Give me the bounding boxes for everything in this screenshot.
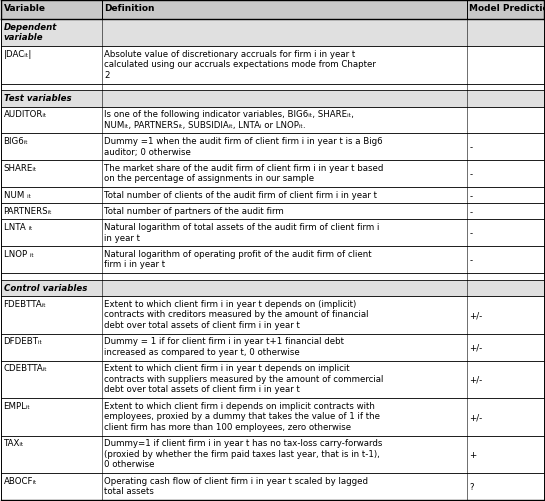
Text: AUDITORᵢₜ: AUDITORᵢₜ bbox=[3, 110, 47, 119]
Text: Operating cash flow of client firm i in year t scaled by lagged
total assets: Operating cash flow of client firm i in … bbox=[104, 476, 368, 495]
Bar bbox=[1, 161, 544, 188]
Text: Absolute value of discretionary accruals for firm i in year t
calculated using o: Absolute value of discretionary accruals… bbox=[104, 50, 376, 80]
Bar bbox=[1, 297, 544, 334]
Text: Dummy = 1 if for client firm i in year t+1 financial debt
increased as compared : Dummy = 1 if for client firm i in year t… bbox=[104, 337, 344, 356]
Text: PARTNERSᵢₜ: PARTNERSᵢₜ bbox=[3, 206, 52, 215]
Bar bbox=[1, 247, 544, 274]
Text: Total number of partners of the audit firm: Total number of partners of the audit fi… bbox=[104, 206, 284, 215]
Text: LNTA ᵢₜ: LNTA ᵢₜ bbox=[3, 223, 32, 232]
Text: Model Predictions: Model Predictions bbox=[469, 4, 545, 13]
Bar bbox=[1, 281, 544, 297]
Bar bbox=[1, 473, 544, 500]
Text: CDEBTTAᵢₜ: CDEBTTAᵢₜ bbox=[3, 364, 47, 373]
Bar bbox=[1, 188, 544, 204]
Text: SHAREᵢₜ: SHAREᵢₜ bbox=[3, 164, 37, 173]
Text: Natural logarithm of total assets of the audit firm of client firm i
in year t: Natural logarithm of total assets of the… bbox=[104, 223, 380, 242]
Text: +/-: +/- bbox=[469, 375, 483, 384]
Text: -: - bbox=[469, 256, 473, 265]
Text: BIG6ᵢₜ: BIG6ᵢₜ bbox=[3, 137, 28, 146]
Text: ABOCFᵢₜ: ABOCFᵢₜ bbox=[3, 476, 37, 485]
Text: NUM ᵢₜ: NUM ᵢₜ bbox=[3, 190, 31, 199]
Bar bbox=[1, 134, 544, 161]
Bar bbox=[1, 361, 544, 398]
Bar bbox=[1, 107, 544, 134]
Bar bbox=[1, 204, 544, 220]
Bar bbox=[1, 220, 544, 247]
Text: +/-: +/- bbox=[469, 343, 483, 352]
Text: -: - bbox=[469, 229, 473, 238]
Text: Natural logarithm of operating profit of the audit firm of client
firm i in year: Natural logarithm of operating profit of… bbox=[104, 249, 372, 269]
Text: ?: ? bbox=[469, 482, 474, 491]
Text: TAXᵢₜ: TAXᵢₜ bbox=[3, 438, 24, 447]
Text: Definition: Definition bbox=[104, 4, 155, 13]
Bar bbox=[1, 436, 544, 473]
Text: Control variables: Control variables bbox=[3, 283, 87, 292]
Bar bbox=[1, 398, 544, 436]
Text: FDEBTTAᵢₜ: FDEBTTAᵢₜ bbox=[3, 299, 46, 308]
Bar bbox=[1, 274, 544, 281]
Bar bbox=[1, 1, 544, 20]
Text: EMPLᵢₜ: EMPLᵢₜ bbox=[3, 401, 31, 410]
Text: -: - bbox=[469, 170, 473, 179]
Bar bbox=[1, 91, 544, 107]
Text: -: - bbox=[469, 143, 473, 152]
Bar bbox=[1, 84, 544, 91]
Text: Dummy=1 if client firm i in year t has no tax-loss carry-forwards
(proxied by wh: Dummy=1 if client firm i in year t has n… bbox=[104, 438, 383, 468]
Text: Extent to which client firm i depends on implicit contracts with
employees, prox: Extent to which client firm i depends on… bbox=[104, 401, 380, 431]
Text: -: - bbox=[469, 207, 473, 216]
Bar bbox=[1, 20, 544, 47]
Text: Dependent
variable: Dependent variable bbox=[3, 23, 57, 42]
Text: The market share of the audit firm of client firm i in year t based
on the perce: The market share of the audit firm of cl… bbox=[104, 164, 384, 183]
Text: LNOP ᵢₜ: LNOP ᵢₜ bbox=[3, 249, 33, 259]
Text: -: - bbox=[469, 191, 473, 200]
Bar bbox=[1, 47, 544, 84]
Text: +/-: +/- bbox=[469, 311, 483, 320]
Text: DFDEBTᵢₜ: DFDEBTᵢₜ bbox=[3, 337, 43, 346]
Bar bbox=[1, 334, 544, 361]
Text: +: + bbox=[469, 450, 477, 459]
Text: Extent to which client firm i in year t depends on (implicit)
contracts with cre: Extent to which client firm i in year t … bbox=[104, 299, 369, 329]
Text: Extent to which client firm i in year t depends on implicit
contracts with suppl: Extent to which client firm i in year t … bbox=[104, 364, 384, 393]
Text: +/-: +/- bbox=[469, 412, 483, 421]
Text: Variable: Variable bbox=[3, 4, 45, 13]
Text: Dummy =1 when the audit firm of client firm i in year t is a Big6
auditor; 0 oth: Dummy =1 when the audit firm of client f… bbox=[104, 137, 383, 156]
Text: Is one of the following indicator variables, BIG6ᵢₜ, SHAREᵢₜ,
NUMᵢₜ, PARTNERSᵢₜ,: Is one of the following indicator variab… bbox=[104, 110, 354, 129]
Text: Test variables: Test variables bbox=[3, 94, 71, 103]
Text: Total number of clients of the audit firm of client firm i in year t: Total number of clients of the audit fir… bbox=[104, 190, 377, 199]
Text: |DACᵢₜ|: |DACᵢₜ| bbox=[3, 50, 32, 59]
